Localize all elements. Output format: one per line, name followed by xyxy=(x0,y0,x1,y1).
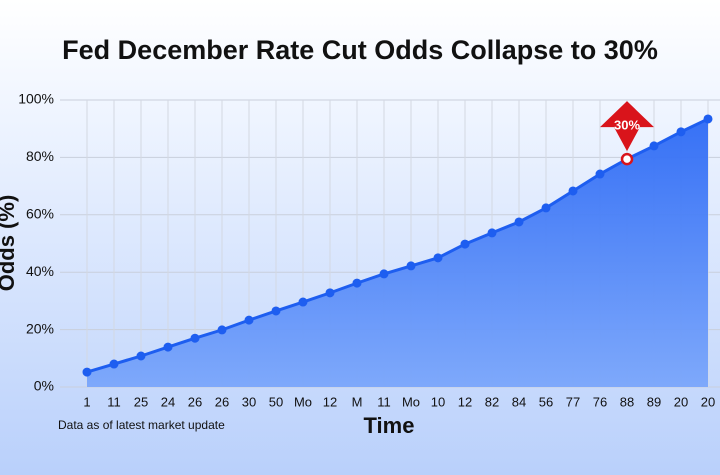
point xyxy=(595,169,605,179)
point xyxy=(406,261,416,271)
point xyxy=(163,342,173,352)
x-tick-label: 26 xyxy=(215,394,229,409)
annotation-label: 30% xyxy=(614,118,640,133)
y-tick-label: 60% xyxy=(26,206,54,222)
x-tick-label: Mo xyxy=(402,394,420,409)
x-tick-label: 20 xyxy=(674,394,688,409)
x-tick-label: 89 xyxy=(647,394,661,409)
area xyxy=(87,118,708,387)
x-tick-label: 24 xyxy=(161,394,175,409)
point xyxy=(433,253,443,263)
x-tick-label: 50 xyxy=(269,394,283,409)
y-tick-label: 100% xyxy=(18,91,54,107)
point xyxy=(460,239,470,249)
x-tick-label: 1 xyxy=(83,394,90,409)
x-tick-label: 30 xyxy=(242,394,256,409)
x-tick-label: 11 xyxy=(377,394,391,409)
y-tick-label: 0% xyxy=(34,378,54,394)
point xyxy=(703,114,713,124)
y-tick-label: 80% xyxy=(26,148,54,164)
point xyxy=(379,269,389,279)
point xyxy=(541,203,551,213)
point xyxy=(514,217,524,227)
point xyxy=(325,288,335,298)
point xyxy=(109,359,119,369)
point xyxy=(217,325,227,335)
x-tick-label: 20 xyxy=(701,394,715,409)
point xyxy=(620,152,634,166)
annotation-marker xyxy=(600,101,654,152)
x-tick-label: 88 xyxy=(620,394,634,409)
point xyxy=(568,186,578,196)
point xyxy=(271,306,281,316)
line xyxy=(86,117,709,374)
x-tick-label: 77 xyxy=(566,394,580,409)
x-tick-label: 12 xyxy=(323,394,337,409)
point xyxy=(190,333,200,343)
x-tick-label: 82 xyxy=(485,394,499,409)
point xyxy=(649,141,659,151)
footnote: Data as of latest market update xyxy=(58,418,225,432)
x-tick-label: 84 xyxy=(512,394,526,409)
x-tick-label: 12 xyxy=(458,394,472,409)
y-axis-title: Odds (%) xyxy=(0,195,19,292)
x-tick-label: M xyxy=(352,394,363,409)
x-tick-label: 56 xyxy=(539,394,553,409)
point xyxy=(82,367,92,377)
point xyxy=(352,278,362,288)
chart-title: Fed December Rate Cut Odds Collapse to 3… xyxy=(62,35,658,65)
point xyxy=(244,315,254,325)
point xyxy=(676,127,686,137)
point xyxy=(487,228,497,238)
x-tick-label: 26 xyxy=(188,394,202,409)
x-tick-label: 76 xyxy=(593,394,607,409)
x-axis-title: Time xyxy=(364,413,415,438)
y-tick-label: 40% xyxy=(26,263,54,279)
x-tick-label: 11 xyxy=(107,394,121,409)
x-tick-label: 10 xyxy=(431,394,445,409)
point xyxy=(298,297,308,307)
x-tick-label: 25 xyxy=(134,394,148,409)
y-tick-label: 20% xyxy=(26,320,54,336)
point xyxy=(136,351,146,361)
x-tick-label: Mo xyxy=(294,394,312,409)
